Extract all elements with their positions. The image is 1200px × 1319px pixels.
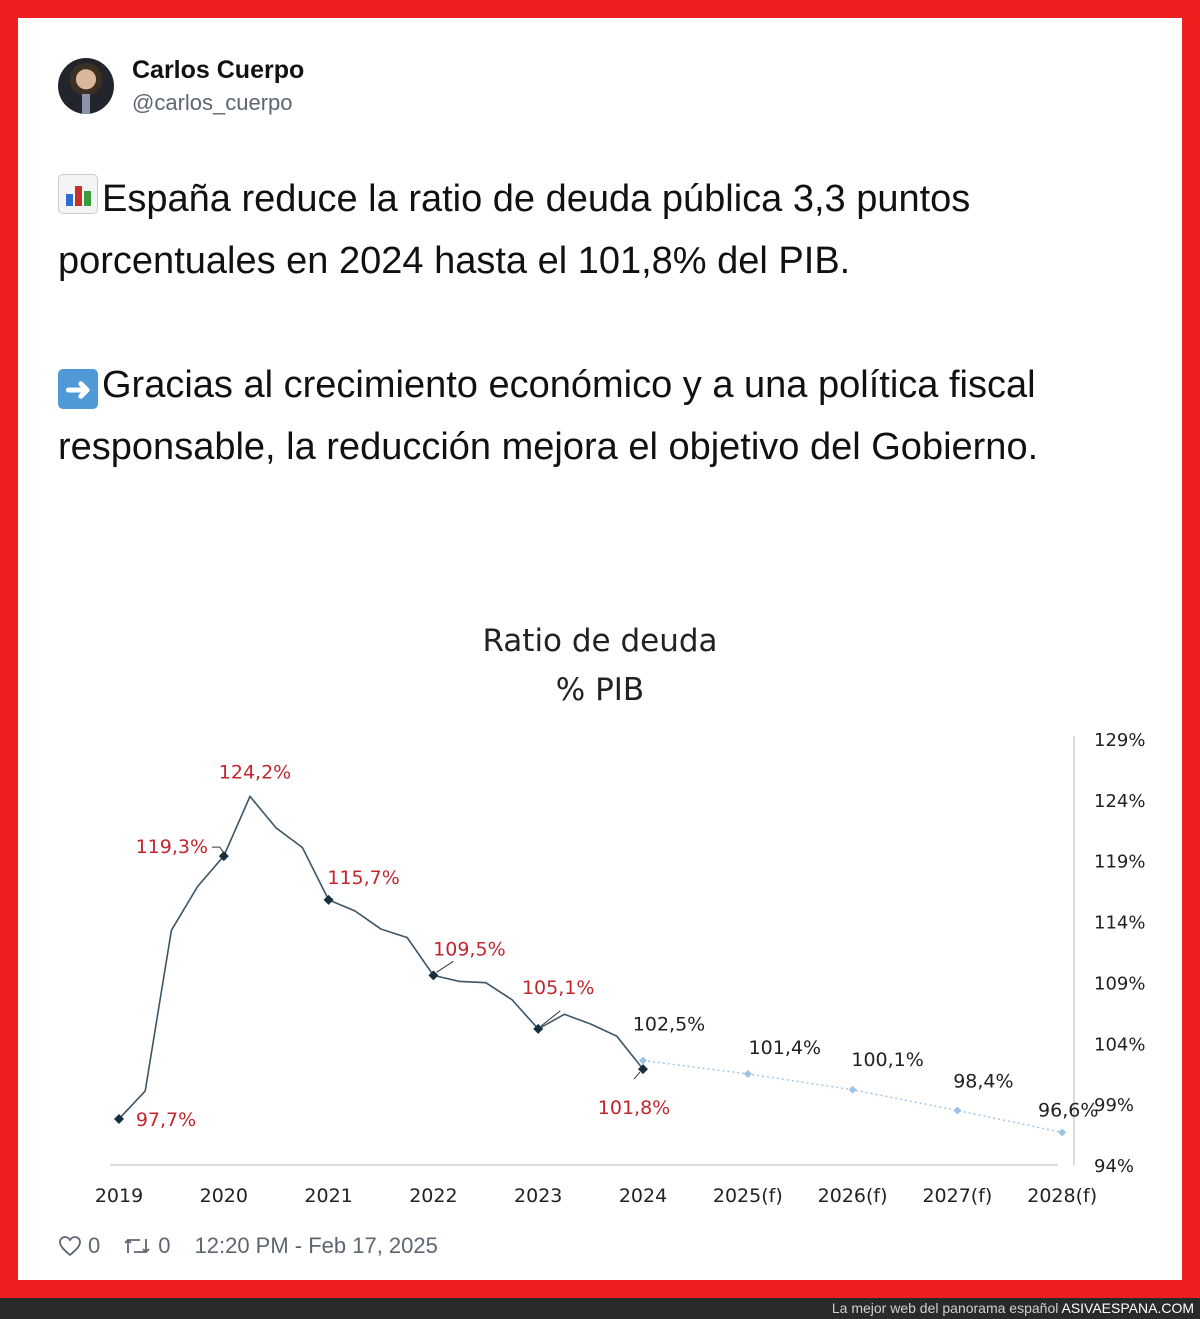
- data-label: 105,1%: [522, 977, 594, 999]
- data-label: 119,3%: [136, 836, 208, 858]
- x-tick-label: 2026(f): [818, 1185, 888, 1207]
- debt-ratio-chart[interactable]: Ratio de deuda % PIB 2019 2020 2021 2022 202…: [58, 598, 1148, 1218]
- data-label: 115,7%: [327, 867, 399, 889]
- x-tick-label: 2023: [514, 1185, 562, 1207]
- site-watermark[interactable]: La mejor web del panorama español ASIVAE…: [832, 1298, 1194, 1319]
- actual-data-point: [323, 894, 334, 905]
- x-tick-label: 2028(f): [1027, 1185, 1097, 1207]
- retweet-count: 0: [158, 1233, 171, 1258]
- tweet-card: Carlos Cuerpo @carlos_cuerpo España redu…: [18, 18, 1182, 1280]
- author-handle[interactable]: @carlos_cuerpo: [132, 90, 293, 115]
- actual-data-point: [114, 1113, 124, 1124]
- actual-data-point: [638, 1064, 648, 1075]
- x-tick-label: 2027(f): [922, 1185, 992, 1207]
- forecast-data-point: [953, 1106, 962, 1115]
- chart-svg: Ratio de deuda % PIB 2019 2020 2021 2022 202…: [95, 623, 1146, 1207]
- author-name[interactable]: Carlos Cuerpo: [132, 56, 305, 84]
- x-tick-label: 2024: [619, 1185, 667, 1207]
- bar-chart-icon: [58, 174, 98, 214]
- data-label: 96,6%: [1038, 1099, 1098, 1121]
- y-tick-label: 104%: [1094, 1034, 1145, 1055]
- x-tick-label: 2020: [200, 1185, 248, 1207]
- like-button[interactable]: 0: [58, 1233, 100, 1259]
- data-label: 101,4%: [749, 1037, 821, 1059]
- y-tick-label: 114%: [1094, 913, 1145, 934]
- forecast-data-point: [848, 1085, 857, 1094]
- actual-series-line: [118, 794, 644, 1120]
- retweet-button[interactable]: 0: [122, 1233, 171, 1259]
- actual-data-point: [428, 970, 439, 981]
- chart-series: [114, 794, 1067, 1137]
- y-tick-label: 119%: [1094, 852, 1145, 873]
- leader-line: [211, 846, 225, 854]
- watermark-brand: ASIVAESPANA.COM: [1061, 1300, 1194, 1316]
- leader-line: [540, 1010, 561, 1027]
- y-tick-label: 109%: [1094, 973, 1145, 994]
- tweet-footer: 0 0 12:20 PM - Feb 17, 2025: [58, 1226, 438, 1266]
- tweet-paragraph-1: España reduce la ratio de deuda pública …: [58, 168, 1148, 292]
- watermark-text: La mejor web del panorama español: [831, 1300, 1059, 1316]
- x-tick-label: 2025(f): [713, 1185, 783, 1207]
- tweet-paragraph-2-text: Gracias al crecimiento económico y a una…: [58, 364, 1039, 468]
- avatar-detail: [82, 94, 90, 114]
- y-tick-label: 99%: [1094, 1095, 1134, 1116]
- chart-data-labels: 97,7% 119,3% 124,2% 115,7% 109,5% 105,1% 101,8…: [136, 761, 1099, 1131]
- data-label: 101,8%: [598, 1097, 670, 1119]
- chart-title: Ratio de deuda: [482, 623, 717, 659]
- data-label: 97,7%: [136, 1109, 196, 1131]
- like-count: 0: [88, 1233, 101, 1258]
- y-tick-label: 129%: [1094, 730, 1145, 751]
- x-tick-label: 2019: [95, 1185, 143, 1207]
- x-tick-label: 2022: [409, 1185, 457, 1207]
- avatar[interactable]: [58, 58, 114, 114]
- data-label: 124,2%: [219, 761, 291, 783]
- tweet-text: España reduce la ratio de deuda pública …: [58, 168, 1148, 478]
- leader-line: [633, 1071, 641, 1080]
- x-tick-label: 2021: [304, 1185, 352, 1207]
- tweet-paragraph-2: ➜ Gracias al crecimiento económico y a un…: [58, 354, 1148, 478]
- forecast-data-point: [743, 1069, 752, 1078]
- data-label: 109,5%: [433, 938, 505, 960]
- heart-icon: [59, 1236, 81, 1257]
- chart-subtitle: % PIB: [556, 672, 644, 708]
- actual-data-point: [533, 1023, 544, 1034]
- forecast-data-point: [1058, 1128, 1067, 1137]
- y-tick-label: 124%: [1094, 791, 1145, 812]
- data-label: 98,4%: [953, 1070, 1013, 1092]
- forecast-data-point: [639, 1056, 647, 1065]
- chart-axes: 2019 2020 2021 2022 2023 2024 2025(f) 2026(f) 20…: [95, 730, 1146, 1207]
- y-tick-label: 94%: [1094, 1156, 1134, 1177]
- tweet-timestamp[interactable]: 12:20 PM - Feb 17, 2025: [194, 1233, 438, 1258]
- leader-line: [436, 960, 454, 973]
- retweet-icon: [124, 1238, 150, 1254]
- data-label: 102,5%: [633, 1014, 705, 1036]
- right-arrow-icon: ➜: [58, 369, 98, 409]
- data-label: 100,1%: [851, 1049, 923, 1071]
- tweet-paragraph-1-text: España reduce la ratio de deuda pública …: [58, 178, 971, 282]
- actual-data-point: [218, 851, 229, 862]
